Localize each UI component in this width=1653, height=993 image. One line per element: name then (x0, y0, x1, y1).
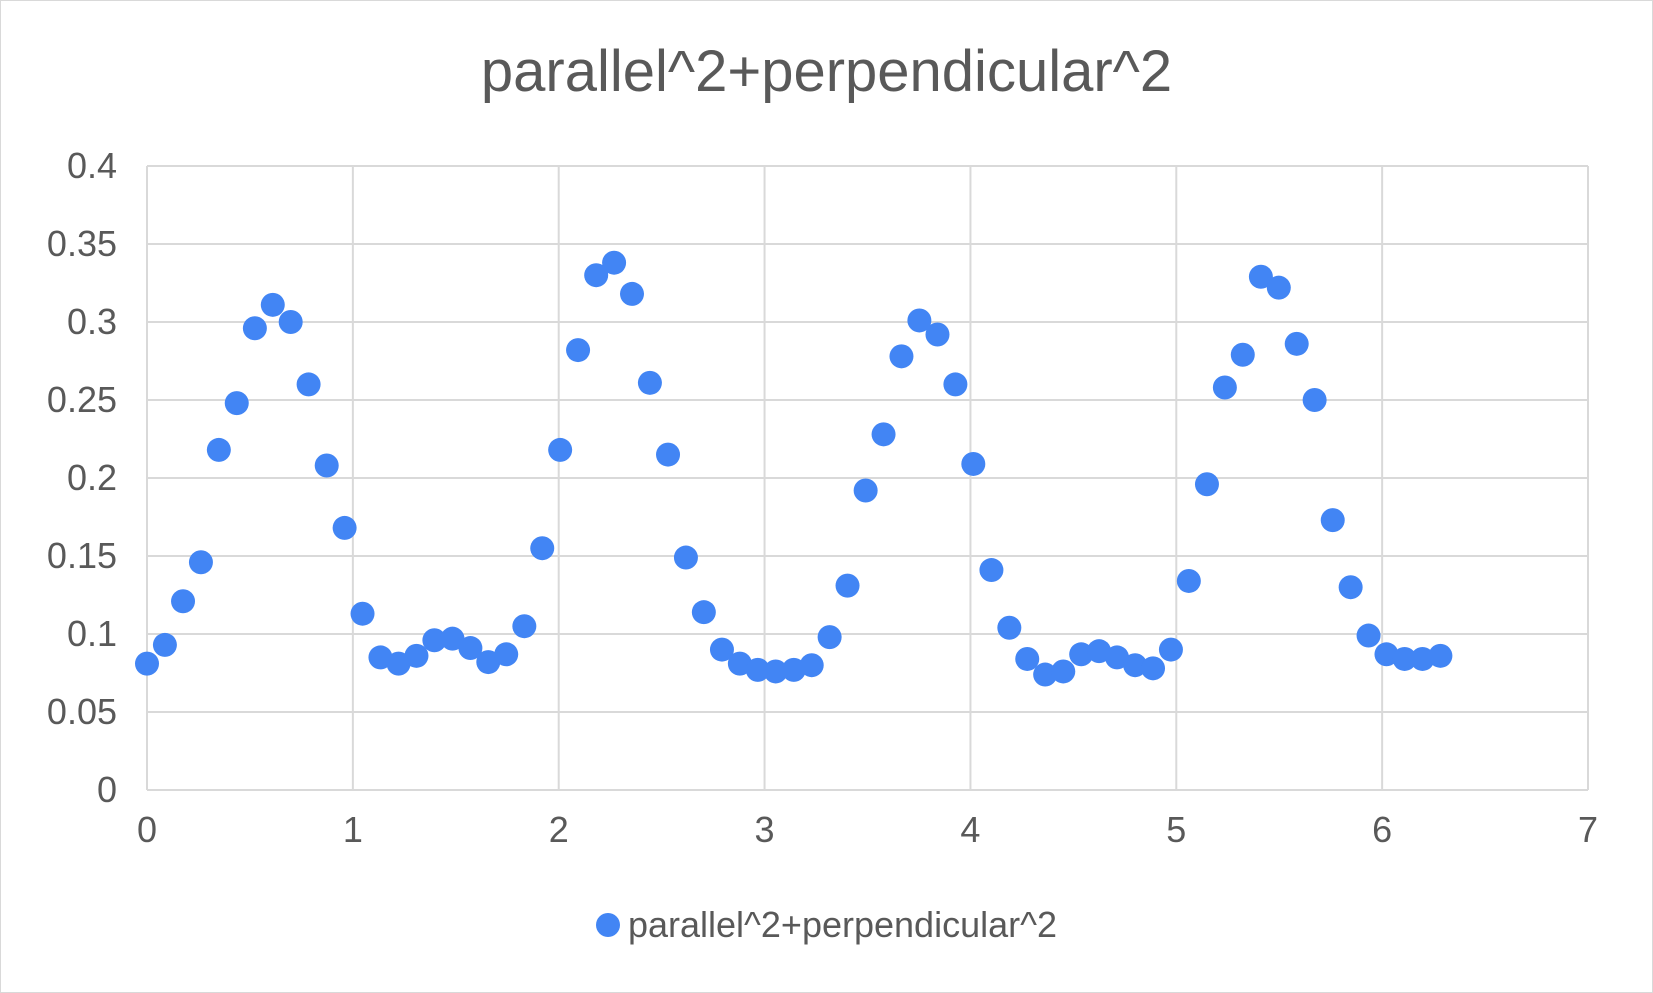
y-tick-label: 0.4 (67, 145, 117, 186)
y-tick-label: 0.05 (47, 691, 117, 732)
data-point (889, 344, 914, 369)
data-point (1410, 646, 1435, 671)
data-point (224, 391, 249, 416)
data-point (1428, 643, 1453, 668)
data-point (1104, 645, 1129, 670)
data-point (404, 643, 429, 668)
data-point (997, 615, 1022, 640)
legend-marker (595, 913, 620, 937)
data-point (656, 442, 681, 467)
data-point (350, 601, 375, 626)
data-point (925, 322, 950, 347)
data-point (494, 642, 519, 667)
data-point (566, 338, 591, 363)
data-point (242, 316, 267, 341)
data-point (512, 614, 537, 639)
data-point (1212, 375, 1237, 400)
data-point (799, 653, 824, 678)
y-tick-label: 0 (97, 769, 117, 810)
data-point (152, 632, 177, 657)
data-point (709, 637, 734, 662)
legend: parallel^2+perpendicular^2 (0, 904, 1653, 946)
data-point (602, 250, 627, 275)
data-point (1374, 642, 1399, 667)
data-point (637, 370, 662, 395)
data-point (1320, 508, 1345, 533)
data-point (871, 422, 896, 447)
data-point (1194, 472, 1219, 497)
y-tick-label: 0.15 (47, 535, 117, 576)
data-point (332, 515, 357, 540)
data-point (1230, 342, 1255, 367)
data-points (135, 250, 1453, 687)
data-point (422, 628, 447, 653)
data-point (135, 651, 159, 676)
y-tick-label: 0.35 (47, 223, 117, 264)
data-point (1141, 656, 1166, 681)
x-tick-label: 0 (137, 809, 157, 850)
data-point (530, 536, 555, 561)
data-point (1392, 646, 1417, 671)
data-point (1051, 659, 1076, 684)
x-tick-label: 5 (1166, 809, 1186, 850)
data-point (548, 437, 573, 462)
data-point (979, 558, 1004, 583)
data-point (961, 451, 986, 476)
data-point (1015, 646, 1040, 671)
data-point (1248, 264, 1273, 289)
data-point (278, 310, 303, 334)
data-point (440, 626, 465, 651)
data-point (1338, 575, 1363, 600)
y-tick-label: 0.2 (67, 457, 117, 498)
data-point (1123, 653, 1148, 678)
y-tick-label: 0.1 (67, 613, 117, 654)
data-point (763, 659, 788, 684)
data-point (188, 550, 213, 575)
data-point (1356, 623, 1381, 648)
data-point (1266, 275, 1291, 300)
y-axis-ticks: 0 0.05 0.1 0.15 0.2 0.25 0.3 0.35 0.4 (47, 145, 117, 810)
data-point (943, 372, 968, 397)
data-point (1176, 568, 1201, 593)
x-axis-ticks: 0 1 2 3 4 5 6 7 (137, 809, 1598, 850)
data-point (817, 625, 842, 650)
grid-lines (146, 165, 1589, 791)
data-point (1302, 388, 1327, 412)
data-point (260, 292, 285, 317)
legend-label: parallel^2+perpendicular^2 (627, 904, 1058, 945)
data-point (368, 645, 393, 670)
data-point (296, 372, 321, 397)
x-tick-label: 7 (1578, 809, 1598, 850)
y-tick-label: 0.3 (67, 301, 117, 342)
data-point (206, 437, 231, 462)
data-point (584, 263, 609, 288)
data-point (691, 600, 716, 625)
data-point (907, 308, 932, 333)
data-point (619, 281, 644, 306)
data-point (458, 636, 483, 661)
data-point (314, 453, 339, 478)
data-point (1033, 662, 1058, 687)
chart-title: parallel^2+perpendicular^2 (480, 39, 1173, 104)
y-tick-label: 0.25 (47, 379, 117, 420)
x-tick-label: 1 (343, 809, 363, 850)
x-tick-label: 4 (960, 809, 980, 850)
x-tick-label: 6 (1372, 809, 1392, 850)
data-point (171, 589, 196, 614)
data-point (1158, 637, 1183, 662)
data-point (1284, 331, 1309, 356)
data-point (386, 651, 411, 676)
x-tick-label: 3 (755, 809, 775, 850)
data-point (476, 650, 501, 675)
data-point (835, 573, 860, 598)
data-point (673, 545, 698, 570)
x-tick-label: 2 (549, 809, 569, 850)
data-point (745, 657, 770, 682)
data-point (1069, 642, 1094, 667)
data-point (853, 478, 878, 503)
